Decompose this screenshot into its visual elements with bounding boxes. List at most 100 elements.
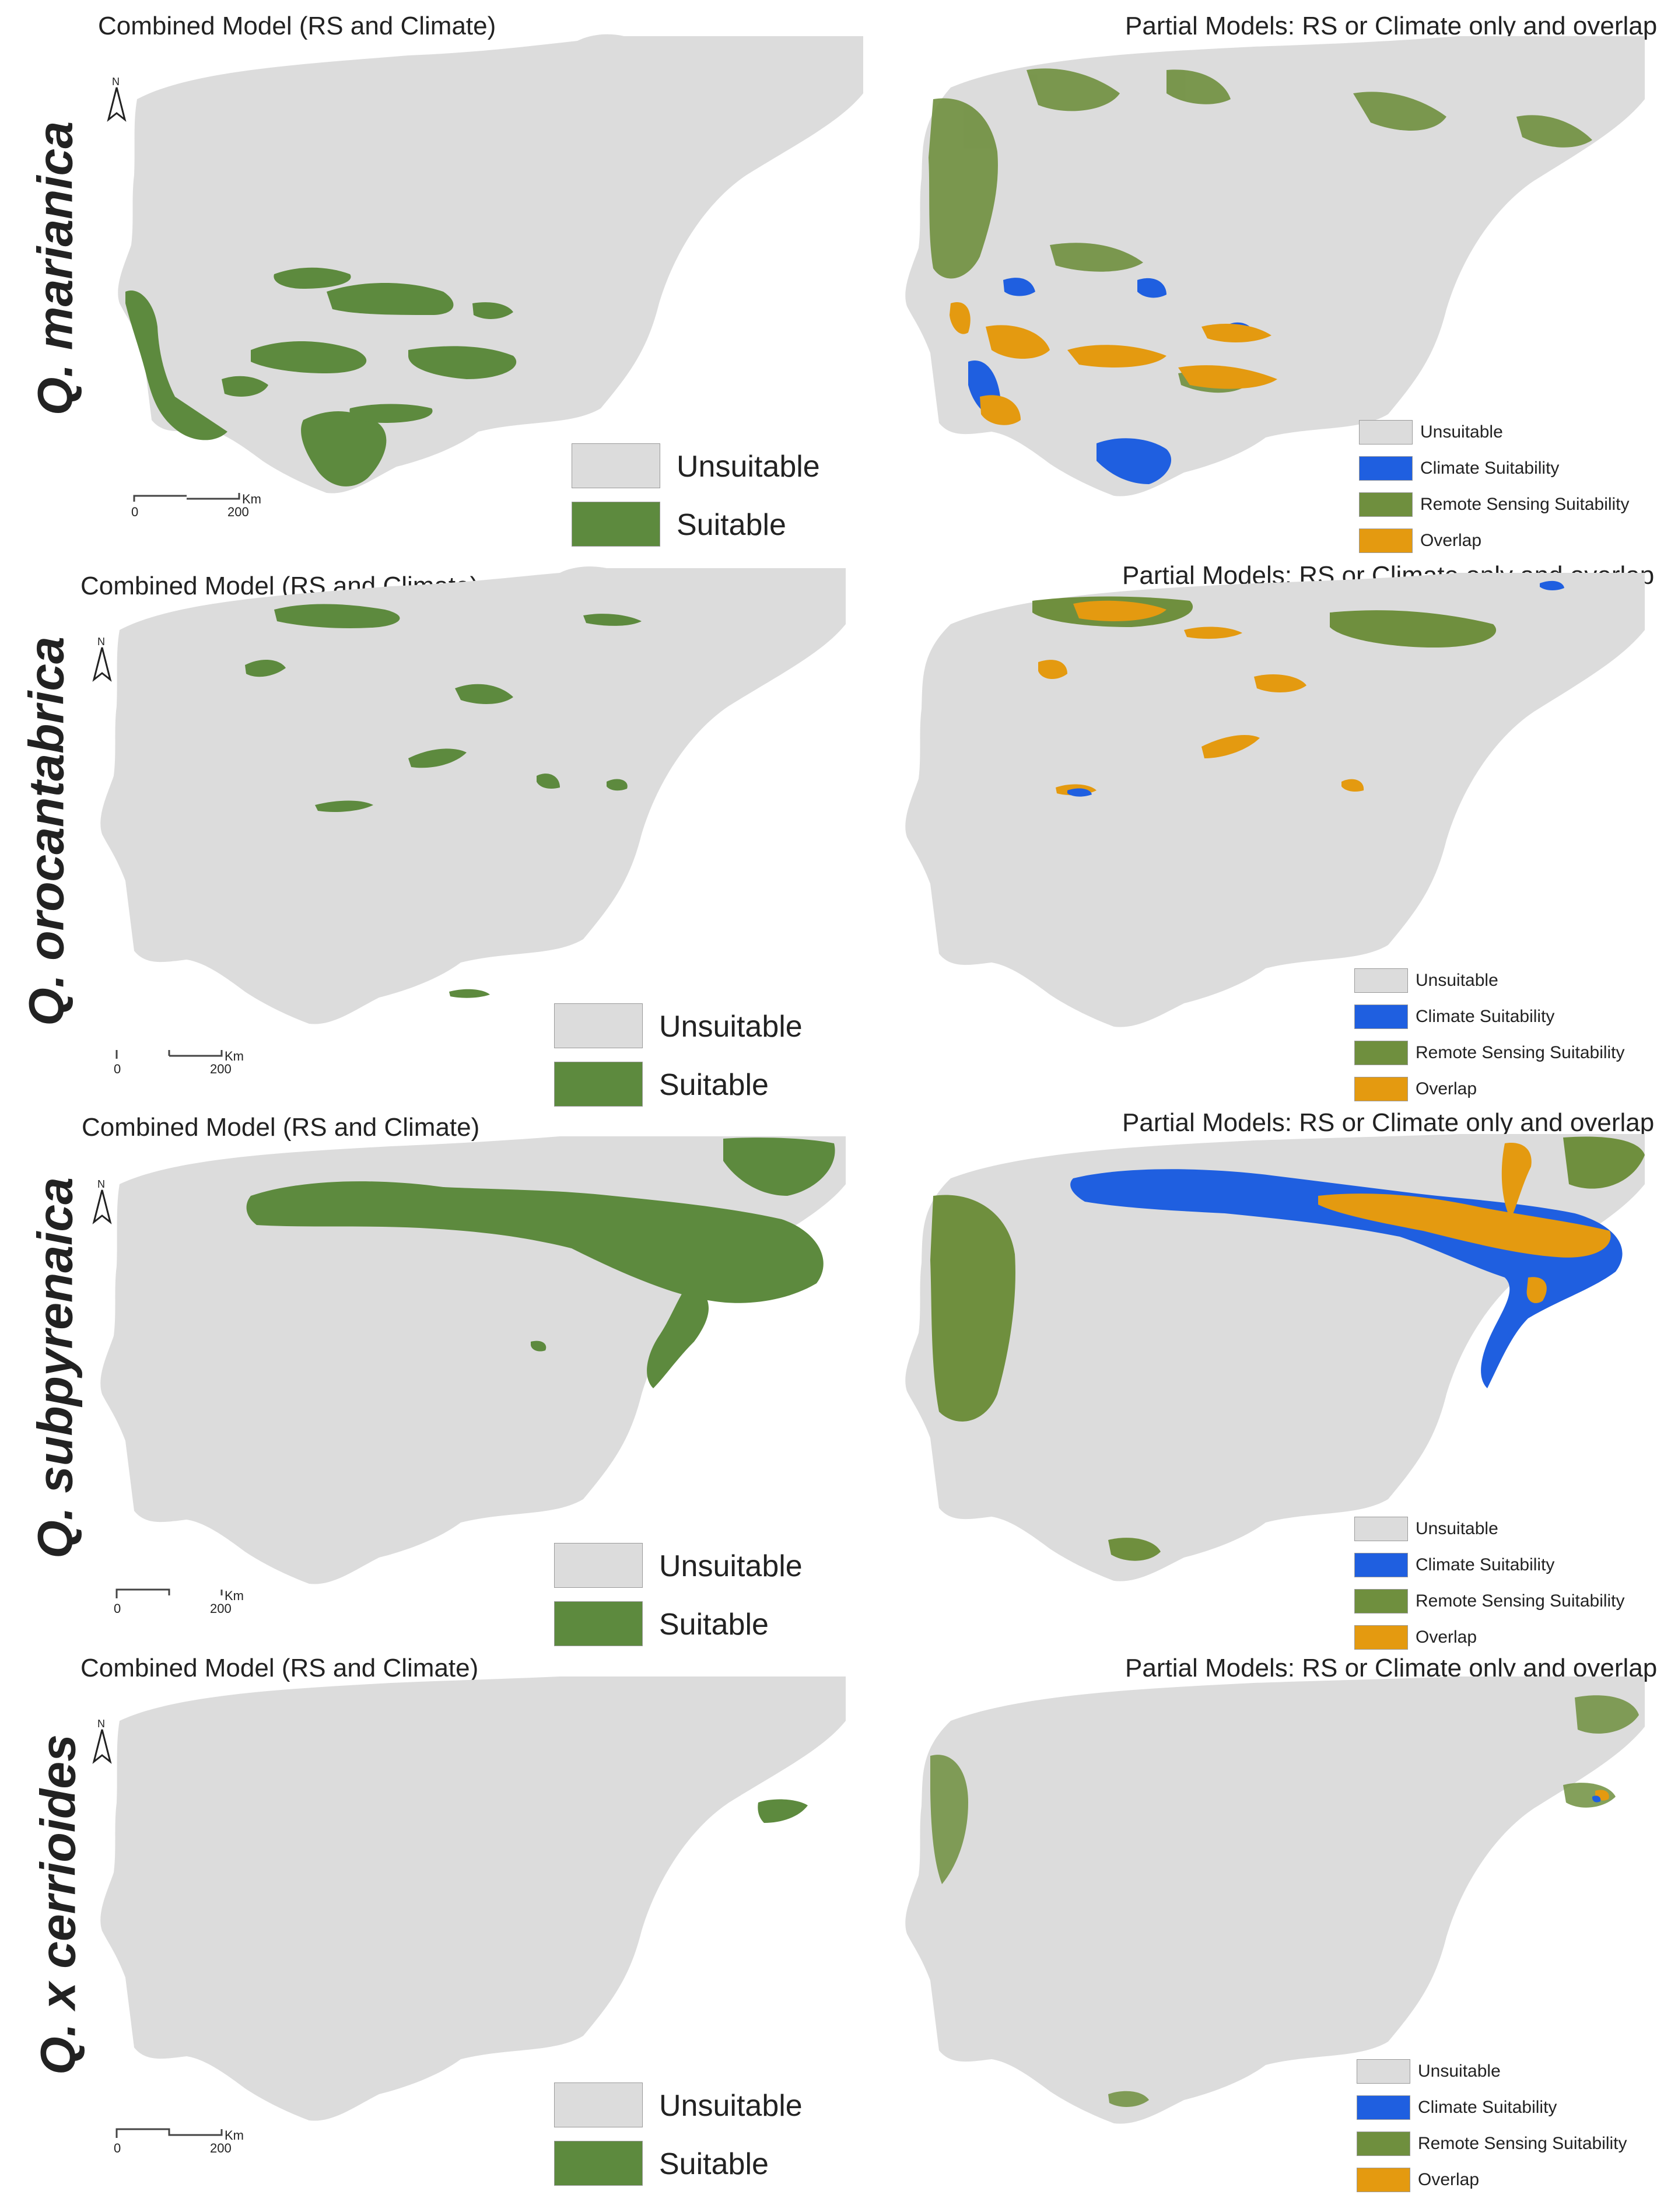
scale-zero: 0 xyxy=(114,2141,121,2155)
legend-label-overlap: Overlap xyxy=(1416,1628,1477,1647)
scale-zero: 0 xyxy=(114,1062,121,1076)
legend-label-unsuitable: Unsuitable xyxy=(677,450,820,484)
partial-map xyxy=(905,36,1645,496)
suitable-areas xyxy=(125,267,517,487)
remote-sensing-areas xyxy=(929,68,1592,393)
north-label: N xyxy=(97,1718,105,1730)
iberia-landmass xyxy=(100,1676,846,2121)
partial-map xyxy=(905,1676,1645,2124)
legend-swatch-unsuitable xyxy=(1359,420,1413,444)
combined-legend: Unsuitable Suitable xyxy=(554,2082,834,2188)
scale-unit: Km xyxy=(242,492,261,506)
legend-label-overlap: Overlap xyxy=(1416,1079,1477,1098)
legend-label-climate: Climate Suitability xyxy=(1416,1007,1555,1026)
iberia-landmass xyxy=(905,1676,1645,2124)
climate-areas xyxy=(1067,580,1564,797)
legend-swatch-unsuitable xyxy=(554,1003,643,1048)
partial-legend: Unsuitable Climate Suitability Remote Se… xyxy=(1357,2059,1660,2193)
overlap-areas xyxy=(1318,1143,1611,1303)
overlap-areas xyxy=(1038,600,1364,796)
legend-swatch-climate xyxy=(1359,456,1413,481)
legend-swatch-unsuitable xyxy=(1354,1517,1408,1541)
legend-swatch-remote-sensing xyxy=(1354,1041,1408,1065)
partial-map-title: Partial Models: RS or Climate only and o… xyxy=(1125,12,1658,40)
legend-label-suitable: Suitable xyxy=(659,1068,769,1102)
legend-swatch-unsuitable xyxy=(554,2082,643,2127)
scale-max: 200 xyxy=(210,2141,232,2155)
remote-sensing-areas xyxy=(930,1136,1645,1561)
north-arrow: N xyxy=(105,76,128,123)
legend-swatch-climate xyxy=(1354,1005,1408,1029)
remote-sensing-areas xyxy=(930,1695,1639,2107)
combined-map xyxy=(100,1136,846,1584)
north-label: N xyxy=(97,636,105,648)
legend-label-climate: Climate Suitability xyxy=(1416,1555,1555,1574)
scale-max: 200 xyxy=(210,1601,232,1616)
legend-swatch-overlap xyxy=(1359,528,1413,553)
combined-map-title: Combined Model (RS and Climate) xyxy=(82,1113,480,1142)
partial-map xyxy=(905,573,1645,1027)
overlap-areas xyxy=(950,302,1277,425)
legend-label-suitable: Suitable xyxy=(659,2147,769,2181)
legend-label-remote-sensing: Remote Sensing Suitability xyxy=(1416,1043,1625,1062)
combined-legend: Unsuitable Suitable xyxy=(554,1003,834,1108)
iberia-landmass xyxy=(118,34,864,494)
combined-map-title: Combined Model (RS and Climate) xyxy=(98,12,496,40)
partial-legend: Unsuitable Climate Suitability Remote Se… xyxy=(1359,420,1662,554)
legend-label-unsuitable: Unsuitable xyxy=(1418,2062,1501,2081)
legend-swatch-climate xyxy=(1354,1553,1408,1577)
north-arrow: N xyxy=(90,636,114,682)
scale-max: 200 xyxy=(210,1062,232,1076)
scale-bar: 0 200 Km xyxy=(114,1044,248,1079)
legend-label-unsuitable: Unsuitable xyxy=(1416,971,1498,990)
legend-swatch-overlap xyxy=(1354,1077,1408,1101)
partial-legend: Unsuitable Climate Suitability Remote Se… xyxy=(1354,968,1658,1102)
iberia-landmass xyxy=(905,573,1645,1027)
combined-map xyxy=(100,566,846,1024)
legend-label-unsuitable: Unsuitable xyxy=(659,1549,803,1583)
partial-legend: Unsuitable Climate Suitability Remote Se… xyxy=(1354,1517,1658,1651)
legend-swatch-unsuitable xyxy=(572,443,660,488)
suitable-areas xyxy=(758,1799,808,1823)
suitable-areas xyxy=(246,1138,835,1388)
north-label: N xyxy=(97,1178,105,1190)
combined-legend: Unsuitable Suitable xyxy=(572,443,852,548)
scale-zero: 0 xyxy=(131,505,139,519)
legend-label-remote-sensing: Remote Sensing Suitability xyxy=(1420,495,1630,514)
legend-swatch-suitable xyxy=(554,2141,643,2186)
north-label: N xyxy=(112,76,120,88)
legend-swatch-climate xyxy=(1357,2095,1410,2120)
north-arrow: N xyxy=(90,1178,114,1225)
scale-max: 200 xyxy=(227,505,249,519)
legend-swatch-remote-sensing xyxy=(1354,1589,1408,1614)
combined-map xyxy=(118,34,864,494)
north-arrow: N xyxy=(90,1718,114,1765)
legend-swatch-remote-sensing xyxy=(1359,492,1413,517)
partial-map-title: Partial Models: RS or Climate only and o… xyxy=(1122,1108,1655,1137)
scale-bar: 0 200 Km xyxy=(131,487,265,522)
legend-label-unsuitable: Unsuitable xyxy=(659,1010,803,1044)
legend-swatch-unsuitable xyxy=(1354,968,1408,993)
legend-label-unsuitable: Unsuitable xyxy=(659,2089,803,2123)
scale-bar: 0 200 Km xyxy=(114,1584,248,1619)
legend-swatch-suitable xyxy=(572,502,660,547)
legend-label-climate: Climate Suitability xyxy=(1418,2098,1557,2117)
scale-bar: 0 200 Km xyxy=(114,2123,248,2158)
combined-legend: Unsuitable Suitable xyxy=(554,1543,834,1648)
combined-map-title: Combined Model (RS and Climate) xyxy=(80,1654,479,1682)
combined-map xyxy=(100,1676,846,2121)
legend-swatch-overlap xyxy=(1357,2168,1410,2192)
legend-swatch-unsuitable xyxy=(1357,2059,1410,2084)
scale-unit: Km xyxy=(225,2128,244,2143)
scale-zero: 0 xyxy=(114,1601,121,1616)
legend-label-overlap: Overlap xyxy=(1418,2170,1480,2189)
scale-unit: Km xyxy=(225,1588,244,1603)
iberia-landmass xyxy=(100,566,846,1024)
legend-swatch-unsuitable xyxy=(554,1543,643,1588)
legend-label-suitable: Suitable xyxy=(659,1608,769,1642)
climate-areas xyxy=(1592,1796,1601,1803)
legend-label-remote-sensing: Remote Sensing Suitability xyxy=(1418,2134,1627,2153)
legend-swatch-suitable xyxy=(554,1062,643,1107)
suitable-areas xyxy=(245,604,642,998)
legend-swatch-overlap xyxy=(1354,1625,1408,1650)
